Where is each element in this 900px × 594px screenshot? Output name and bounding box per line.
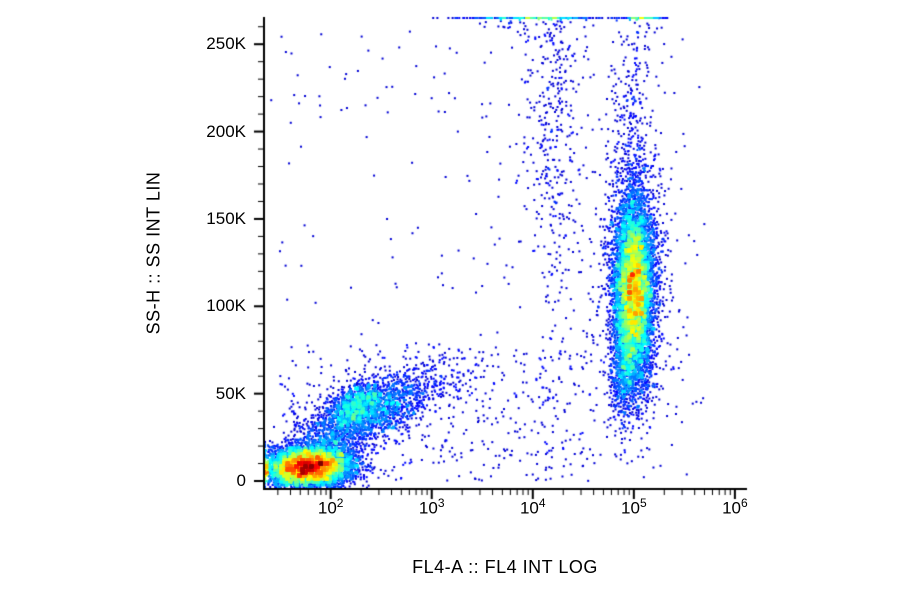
y-tick-label: 100K (206, 296, 246, 316)
y-tick-label: 50K (215, 383, 246, 403)
y-tick-label: 250K (206, 34, 246, 54)
x-tick-label: 106 (722, 496, 748, 518)
y-axis-title: SS-H :: SS INT LIN (143, 171, 164, 335)
x-tick-label: 105 (621, 496, 647, 518)
y-tick-label: 200K (206, 121, 246, 141)
y-tick-label: 150K (206, 208, 246, 228)
y-tick-label: 0 (236, 471, 246, 490)
x-tick-label: 102 (317, 496, 344, 518)
x-tick-label: 103 (418, 496, 445, 518)
x-axis-title: FL4-A :: FL4 INT LOG (412, 557, 598, 577)
x-tick-label: 104 (519, 496, 546, 518)
